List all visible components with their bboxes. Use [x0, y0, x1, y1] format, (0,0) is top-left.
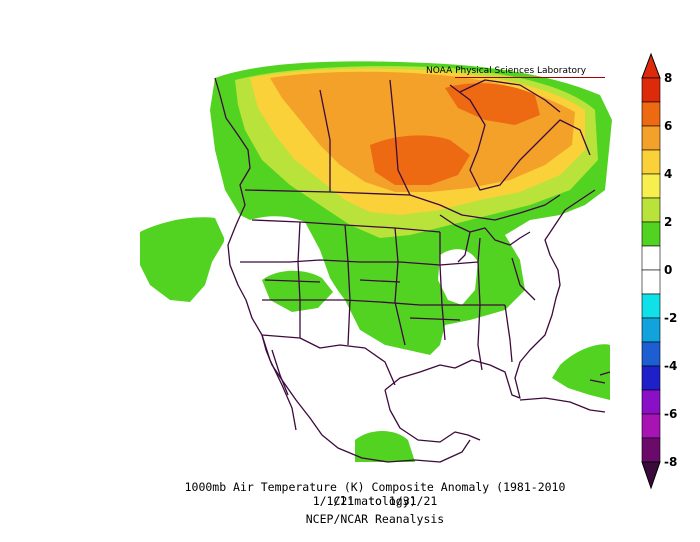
anomaly-zone-redorange-north: [445, 83, 540, 125]
colorbar-segment: [641, 221, 661, 247]
colorbar-tick-label: 0: [664, 263, 672, 277]
anomaly-zone-green-mexico: [355, 431, 415, 462]
colorbar-tick-label: -6: [664, 407, 677, 421]
colorbar-segment: [641, 269, 661, 295]
colorbar-segment: [641, 173, 661, 199]
colorbar-tick-label: 6: [664, 119, 672, 133]
colorbar-segment: [641, 437, 661, 463]
colorbar-segment: [641, 389, 661, 415]
caption-source: NCEP/NCAR Reanalysis: [305, 512, 445, 526]
colorbar-segment: [641, 101, 661, 127]
colorbar-segment: [641, 149, 661, 175]
credit-label: NOAA Physical Sciences Laboratory: [426, 66, 587, 76]
colorbar-segment: [641, 317, 661, 343]
boundary-lines: [214, 77, 611, 463]
anomaly-zone-green-caribbean: [552, 344, 610, 400]
colorbar-tick-label: 8: [664, 71, 672, 85]
colorbar-tick-label: -4: [664, 359, 677, 373]
credit-underline: [455, 77, 605, 78]
colorbar-tick-label: 2: [664, 215, 672, 229]
colorbar-segment: [641, 341, 661, 367]
colorbar-bottom-arrow: [641, 461, 661, 490]
colorbar-tick-label: -8: [664, 455, 677, 469]
colorbar-segment: [641, 365, 661, 391]
colorbar-segment: [641, 125, 661, 151]
anomaly-zone-redorange: [370, 135, 470, 185]
colorbar-segment: [641, 413, 661, 439]
colorbar-segment: [641, 77, 661, 103]
anomaly-zone-green-west: [140, 217, 225, 302]
caption-date-range: 1/1/21 to 1/31/21: [312, 494, 438, 508]
caption-title: 1000mb Air Temperature (K) Composite Ano…: [184, 480, 566, 508]
colorbar-top-arrow: [641, 52, 661, 79]
colorbar-segment: [641, 197, 661, 223]
colorbar-segment: [641, 293, 661, 319]
colorbar-segment: [641, 245, 661, 271]
colorbar-tick-label: 4: [664, 167, 672, 181]
colorbar-tick-label: -2: [664, 311, 677, 325]
